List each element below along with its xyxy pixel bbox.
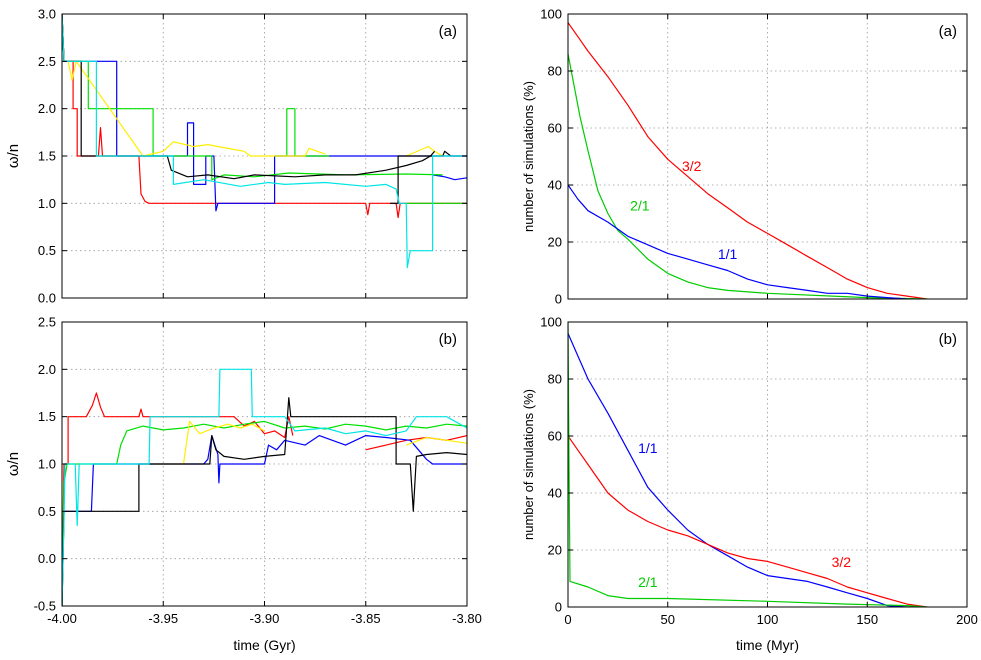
- y-tick-label: 0: [555, 292, 562, 307]
- y-tick-label: -0.5: [34, 599, 56, 614]
- y-tick-label: 0.5: [38, 504, 56, 519]
- series-line-2: [568, 53, 928, 299]
- y-tick-label: 1.0: [38, 457, 56, 472]
- series-annotation-3: 1/1: [718, 246, 738, 262]
- series-line-2: [432, 174, 467, 181]
- x-tick-label: 200: [956, 612, 978, 627]
- series-line-6: [62, 14, 467, 269]
- y-tick-label: 20: [548, 543, 562, 558]
- series-line-3: [568, 322, 928, 607]
- x-axis-label: time (Myr): [736, 637, 799, 653]
- x-tick-label: -3.90: [250, 611, 280, 626]
- y-tick-label: 60: [548, 429, 562, 444]
- y-tick-label: 40: [548, 178, 562, 193]
- series-annotation-3: 2/1: [638, 574, 658, 590]
- y-tick-label: 80: [548, 372, 562, 387]
- panel-1: 0.0 0.5 1.0 1.5 2.0 2.5 3.0 (a) ω/n: [5, 7, 468, 306]
- series-line-6: [62, 368, 467, 606]
- series-group: [62, 368, 467, 606]
- x-tick-label: 150: [856, 612, 878, 627]
- series-line-1: [568, 333, 908, 607]
- y-tick-label: 0.5: [38, 243, 56, 258]
- y-tick-label: 0.0: [38, 291, 56, 306]
- series-line-3: [274, 108, 330, 157]
- y-tick-label: 1.0: [38, 196, 56, 211]
- series-line-3: [568, 184, 908, 299]
- y-tick-label: 40: [548, 486, 562, 501]
- series-line-4: [405, 436, 467, 446]
- x-tick-label: -4.00: [47, 611, 77, 626]
- x-tick-label: -3.95: [148, 611, 178, 626]
- y-tick-label: 0: [555, 600, 562, 615]
- x-tick-label: 0: [564, 612, 571, 627]
- series-line-3: [62, 420, 467, 606]
- panel-4: 0 50 100 150 200 0 20 40 60 80 100 (b) number of sim…: [521, 315, 978, 654]
- x-axis-label: time (Gyr): [233, 637, 295, 653]
- series-group: [568, 22, 928, 299]
- y-tick-label: 1.5: [38, 149, 56, 164]
- y-tick-label: 100: [540, 315, 562, 330]
- y-tick-label: 0.0: [38, 551, 56, 566]
- series-line-4: [67, 60, 326, 157]
- series-group: [62, 14, 467, 269]
- series-annotation-2: 2/1: [630, 198, 650, 214]
- series-line-5: [62, 14, 436, 180]
- panel-label: (b): [939, 331, 957, 348]
- x-tick-label: 50: [661, 612, 675, 627]
- y-tick-label: 1.5: [38, 409, 56, 424]
- y-tick-label: 20: [548, 235, 562, 250]
- panel-label: (a): [439, 23, 457, 40]
- series-line-1: [62, 14, 467, 219]
- y-tick-label: 2.0: [38, 362, 56, 377]
- series-line-5: [62, 397, 467, 606]
- panel-2: 0 20 40 60 80 100 (a) number of simulations (%)…: [521, 7, 968, 307]
- series-line-2: [568, 435, 928, 607]
- y-axis-label: ω/n: [5, 452, 22, 476]
- panel-label: (a): [939, 23, 957, 40]
- plot-frame: [567, 321, 968, 608]
- series-line-1: [568, 22, 928, 299]
- panel-3: -4.00 -3.95 -3.90 -3.85 -3.80 -0.5 0.0 0.5 1.0 1.…: [5, 315, 482, 654]
- y-tick-label: 100: [540, 7, 562, 22]
- y-axis-label: number of simulations (%): [521, 389, 536, 540]
- y-tick-label: 2.5: [38, 54, 56, 69]
- y-tick-label: 2.0: [38, 101, 56, 116]
- series-line-3: [62, 14, 443, 181]
- y-axis-label: number of simulations (%): [521, 81, 536, 232]
- plot-frame: [567, 13, 968, 300]
- series-line-4: [153, 420, 265, 465]
- series-annotation-1: 1/1: [638, 440, 658, 456]
- series-line-5: [390, 150, 467, 204]
- y-tick-label: 2.5: [38, 315, 56, 330]
- x-tick-label: 100: [757, 612, 779, 627]
- series-annotation-2: 3/2: [832, 554, 852, 570]
- series-annotation-1: 3/2: [682, 158, 702, 174]
- panel-label: (b): [439, 331, 457, 348]
- y-axis-label: ω/n: [5, 144, 22, 168]
- series-group: [568, 322, 928, 607]
- series-line-4: [405, 145, 444, 157]
- series-line-1: [62, 392, 294, 606]
- y-tick-label: 60: [548, 121, 562, 136]
- x-tick-label: -3.85: [351, 611, 381, 626]
- series-line-1: [365, 435, 467, 451]
- y-tick-label: 80: [548, 64, 562, 79]
- x-tick-label: -3.80: [452, 611, 482, 626]
- y-tick-label: 3.0: [38, 7, 56, 22]
